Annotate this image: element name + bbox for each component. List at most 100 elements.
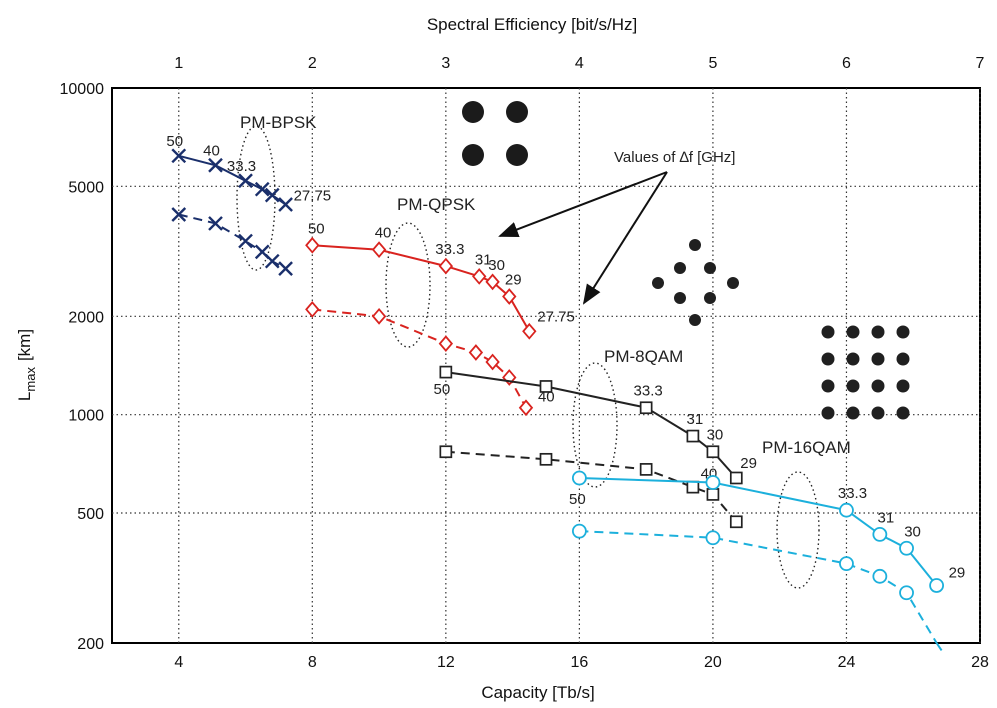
marker-s1-p0 [171, 207, 187, 222]
marker-s4-p2 [639, 401, 653, 415]
x-tick-label-1: 8 [308, 654, 317, 671]
point-label-s6-p2: 33.3 [838, 485, 867, 502]
point-label-s6-p4: 30 [904, 523, 921, 540]
marker-s0-p4 [264, 187, 280, 203]
marker-s5-p1 [539, 452, 553, 466]
point-label-s4-p0: 50 [434, 381, 451, 398]
point-label-s0-p5: 27.75 [294, 187, 332, 204]
marker-s6-p2 [839, 502, 854, 518]
point-label-s4-p4: 30 [707, 427, 724, 444]
marker-s1-p5 [278, 261, 293, 276]
y-axis-title: Lmax [km] [15, 329, 38, 401]
series-line-6 [579, 477, 938, 587]
marker-s6-p3 [872, 527, 888, 542]
x-tick-label-5: 24 [838, 654, 856, 671]
y-tick-label-3: 2000 [68, 309, 104, 326]
point-label-s6-p0: 50 [569, 491, 586, 508]
point-label-s2-p3: 31 [475, 251, 492, 268]
marker-s1-p1-b [208, 216, 223, 231]
point-label-s2-p0: 50 [308, 220, 325, 237]
16qam-symbol-2 [871, 325, 885, 339]
marker-s1-p1 [208, 216, 223, 231]
qpsk-symbol-1 [506, 101, 528, 123]
marker-s1-p2-b [238, 233, 253, 249]
y-tick-label-5: 10000 [60, 81, 105, 98]
marker-s7-p3 [872, 568, 888, 584]
marker-s4-p1 [539, 380, 553, 393]
y-axis-title-sub: max [23, 367, 38, 392]
marker-s3-p2 [438, 335, 454, 353]
arrow-to-8qam [582, 171, 668, 305]
marker-s1-p4-b [264, 253, 280, 269]
8qam-symbol-6 [727, 277, 739, 289]
y-tick-label-0: 200 [77, 636, 104, 653]
point-label-s3-p6: 40 [538, 389, 555, 406]
marker-s2-p2 [438, 257, 454, 275]
marker-s5-p2 [639, 463, 653, 476]
top-tick-label-5: 6 [842, 55, 851, 72]
top-tick-label-1: 2 [308, 55, 317, 72]
marker-s6-p4 [899, 540, 914, 556]
x-tick-label-3: 16 [570, 654, 588, 671]
point-label-s2-p4: 30 [488, 257, 505, 274]
marker-s0-p3-b [254, 181, 270, 197]
marker-s1-p3-b [254, 244, 270, 260]
marker-s2-p0 [305, 236, 320, 254]
marker-s6-p5 [929, 578, 944, 593]
point-label-s2-p2: 33.3 [435, 241, 464, 258]
8qam-symbol-3 [652, 277, 664, 289]
8qam-symbol-2 [704, 262, 716, 274]
point-label-s0-p0: 50 [166, 133, 183, 150]
marker-s0-p3 [254, 181, 270, 197]
delta-f-annotation: Values of ∆f [GHz] [614, 149, 735, 166]
marker-s0-p1-b [208, 157, 223, 173]
marker-s3-p4 [485, 353, 500, 371]
16qam-symbol-8 [821, 379, 835, 393]
marker-s7-p2 [839, 556, 854, 572]
top-tick-label-4: 5 [708, 55, 717, 72]
top-axis-title: Spectral Efficiency [bit/s/Hz] [427, 15, 637, 34]
marker-s1-p2 [238, 233, 253, 249]
16qam-symbol-13 [846, 406, 860, 420]
y-tick-label-1: 500 [77, 506, 104, 523]
point-label-s2-p1: 40 [375, 225, 392, 242]
16qam-symbol-6 [871, 352, 885, 366]
mod-label-16qam: PM-16QAM [762, 438, 851, 457]
marker-s7-p1 [705, 530, 721, 546]
marker-s7-p4 [899, 585, 914, 601]
mod-ellipse-1 [385, 222, 431, 348]
x-tick-label-6: 28 [971, 654, 989, 671]
16qam-symbol-15 [896, 406, 910, 420]
annotations [498, 171, 668, 305]
point-label-s4-p2: 33.3 [634, 383, 663, 400]
8qam-symbol-0 [689, 239, 701, 251]
marker-s4-p4 [706, 445, 720, 459]
marker-s2-p6 [522, 322, 537, 340]
mod-label-8qam: PM-8QAM [604, 347, 683, 366]
point-label-s6-p5: 29 [949, 564, 966, 581]
qpsk-symbol-0 [462, 101, 484, 123]
16qam-symbol-3 [896, 325, 910, 339]
marker-s2-p5 [502, 288, 517, 305]
marker-s4-p3 [686, 429, 700, 443]
top-tick-label-2: 3 [441, 55, 450, 72]
16qam-symbol-4 [821, 352, 835, 366]
x-tick-label-4: 20 [704, 654, 722, 671]
8qam-symbol-1 [674, 262, 686, 274]
marker-s5-p5 [729, 515, 743, 529]
16qam-symbol-5 [846, 352, 860, 366]
marker-s0-p5 [278, 197, 293, 212]
marker-s5-p0 [439, 445, 453, 459]
point-label-s0-p1: 40 [203, 142, 220, 159]
x-tick-label-2: 12 [437, 654, 455, 671]
marker-s0-p0 [171, 148, 187, 164]
16qam-symbol-0 [821, 325, 835, 339]
point-label-s2-p6: 27.75 [537, 308, 575, 325]
marker-s1-p4 [264, 253, 280, 269]
marker-s0-p4-b [264, 187, 280, 203]
y-axis-title-main: L [15, 392, 34, 401]
point-label-s0-p2: 33.3 [227, 158, 256, 175]
